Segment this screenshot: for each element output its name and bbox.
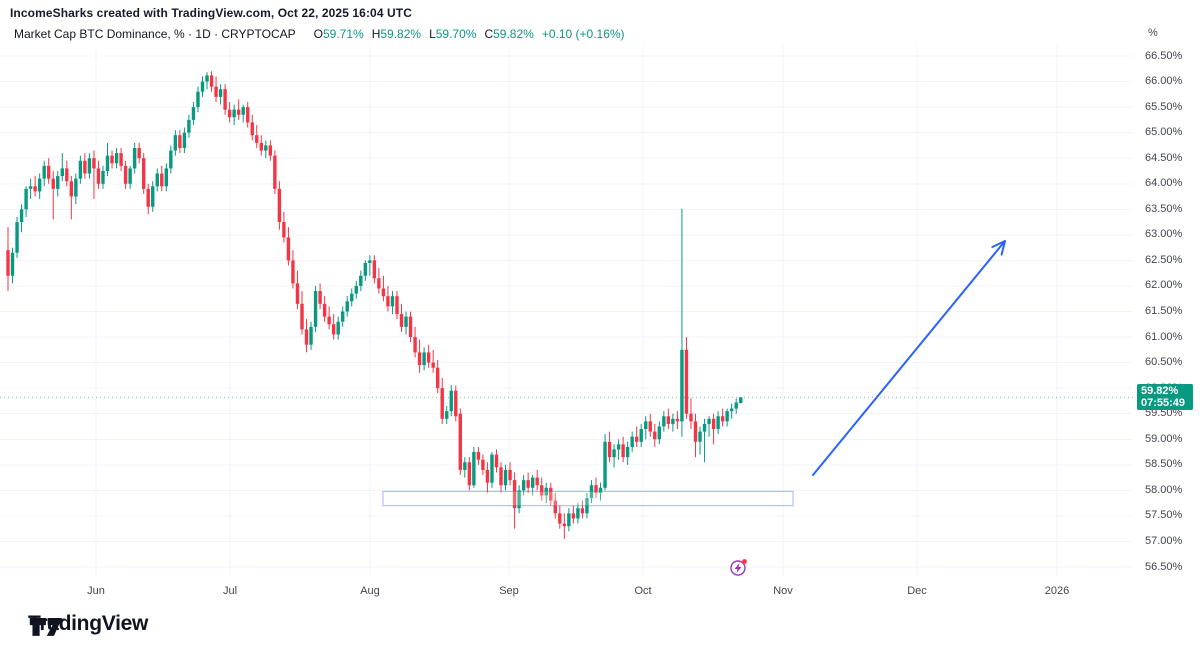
y-axis-label: 61.50% xyxy=(1145,305,1183,317)
y-axis-label: 58.50% xyxy=(1145,458,1183,471)
time-axis[interactable]: Jun Jul Aug Sep Oct Nov Dec 2026 xyxy=(0,583,1133,601)
x-axis-label: Jun xyxy=(87,585,105,597)
ohlc-values: O59.71% H59.82% L59.70% C59.82% +0.10 (+0.16… xyxy=(306,27,625,41)
y-axis-label: 59.50% xyxy=(1145,407,1183,420)
y-axis-label: 62.50% xyxy=(1145,253,1183,266)
open-label: O xyxy=(313,27,323,41)
candlestick-series xyxy=(6,71,743,539)
close-value: 59.82% xyxy=(493,27,534,41)
y-axis-label: 63.00% xyxy=(1145,228,1183,241)
price-axis-unit: % xyxy=(1148,27,1158,39)
attribution-text: IncomeSharks created with TradingView.co… xyxy=(10,6,412,20)
price-axis[interactable]: % 66.50% 66.00% 65.50% 65.00% 64.50% 64.00% 63.… xyxy=(1145,0,1200,652)
y-axis-label: 58.00% xyxy=(1145,483,1183,496)
last-price-value: 59.82% xyxy=(1141,385,1179,398)
change-value: +0.10 (+0.16%) xyxy=(541,27,625,41)
bar-countdown: 07:55:49 xyxy=(1141,397,1186,410)
high-label: H xyxy=(371,27,381,41)
y-axis-label: 57.50% xyxy=(1145,509,1183,522)
x-axis-label: Aug xyxy=(360,585,380,597)
y-axis-label: 65.50% xyxy=(1145,100,1183,113)
open-value: 59.71% xyxy=(322,27,364,41)
y-axis-label: 65.00% xyxy=(1145,126,1183,139)
x-axis-label: Nov xyxy=(773,585,793,597)
y-axis-label: 64.50% xyxy=(1145,151,1183,164)
close-label: C xyxy=(484,27,494,41)
y-axis-label: 61.00% xyxy=(1145,330,1183,343)
gridlines xyxy=(0,46,1133,576)
support-zone-rectangle[interactable] xyxy=(382,490,794,507)
event-marker-icon[interactable] xyxy=(730,559,747,576)
last-price-badge: 59.82% 07:55:49 xyxy=(1137,384,1193,411)
y-axis-label: 66.50% xyxy=(1145,49,1183,62)
low-label: L xyxy=(429,27,436,41)
y-axis-label: 56.50% xyxy=(1145,560,1183,573)
y-axis-label: 62.00% xyxy=(1145,279,1183,292)
trend-arrow[interactable] xyxy=(812,239,1006,477)
chart-legend: Market Cap BTC Dominance, % · 1D · CRYPT… xyxy=(14,27,625,41)
y-axis-label: 63.50% xyxy=(1145,202,1183,215)
tradingview-logo-icon xyxy=(29,617,62,636)
low-value: 59.70% xyxy=(435,27,477,41)
x-axis-label: Dec xyxy=(907,585,927,597)
y-axis-label: 66.00% xyxy=(1145,75,1183,88)
y-axis-label: 60.50% xyxy=(1145,356,1183,369)
y-axis-label: 59.00% xyxy=(1145,432,1183,445)
x-axis-label: Oct xyxy=(634,585,652,597)
x-axis-label: Jul xyxy=(222,585,238,597)
y-axis-label: 64.00% xyxy=(1145,177,1183,190)
tradingview-logo[interactable]: TradingView xyxy=(28,612,148,636)
y-axis-label: 57.00% xyxy=(1145,534,1183,547)
x-axis-label: Sep xyxy=(499,585,519,597)
x-axis-label: 2026 xyxy=(1044,585,1070,597)
symbol-title[interactable]: Market Cap BTC Dominance, % · 1D · CRYPT… xyxy=(14,27,296,41)
high-value: 59.82% xyxy=(380,27,422,41)
tradingview-logo-text: TradingView xyxy=(28,612,149,635)
